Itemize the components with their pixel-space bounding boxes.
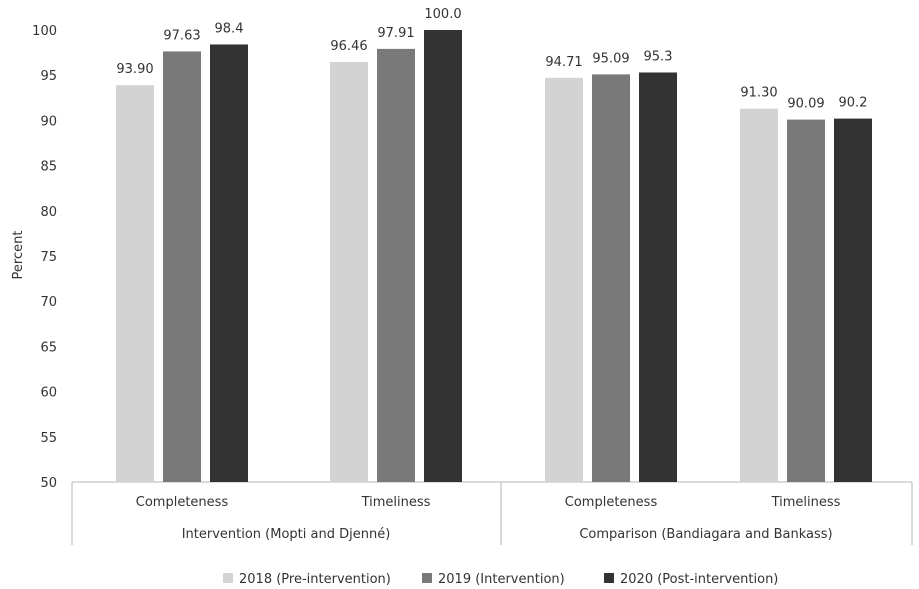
group-label: Comparison (Bandiagara and Bankass) xyxy=(579,527,832,542)
y-axis-title: Percent xyxy=(11,231,26,280)
legend-swatch xyxy=(422,573,432,583)
category-label: Completeness xyxy=(136,495,229,510)
bar xyxy=(424,30,462,482)
data-label: 95.09 xyxy=(592,51,629,66)
data-label: 94.71 xyxy=(545,55,582,70)
y-tick-label: 85 xyxy=(40,160,57,175)
data-label: 95.3 xyxy=(644,49,673,64)
data-label: 90.09 xyxy=(787,97,824,112)
legend-swatch xyxy=(223,573,233,583)
data-label: 96.46 xyxy=(330,39,367,54)
y-tick-label: 60 xyxy=(40,386,57,401)
y-tick-label: 90 xyxy=(40,114,57,129)
group-labels: Intervention (Mopti and Djenné) Compariso… xyxy=(182,527,833,542)
y-axis-ticks: 50 55 60 65 70 75 80 85 90 95 100 xyxy=(32,24,57,491)
y-tick-label: 100 xyxy=(32,24,57,39)
group-label: Intervention (Mopti and Djenné) xyxy=(182,527,391,542)
data-label: 90.2 xyxy=(839,96,868,111)
y-tick-label: 70 xyxy=(40,295,57,310)
bar xyxy=(377,48,415,482)
category-labels: Completeness Timeliness Completeness Timeli… xyxy=(136,495,841,510)
bar xyxy=(592,74,630,482)
legend-label: 2018 (Pre-intervention) xyxy=(239,572,391,587)
data-label: 98.4 xyxy=(215,21,244,36)
legend-label: 2020 (Post-intervention) xyxy=(620,572,778,587)
data-label: 100.0 xyxy=(424,7,461,22)
bar xyxy=(545,77,583,483)
category-label: Timeliness xyxy=(771,495,841,510)
bars xyxy=(116,30,872,483)
y-tick-label: 75 xyxy=(40,250,57,265)
bar xyxy=(787,119,825,483)
bar xyxy=(116,85,154,483)
bar xyxy=(330,62,368,483)
y-tick-label: 80 xyxy=(40,205,57,220)
data-labels: 93.90 96.46 94.71 91.30 97.63 97.91 95.09 90.09… xyxy=(116,7,867,112)
data-label: 97.63 xyxy=(163,28,200,43)
data-label: 91.30 xyxy=(740,86,777,101)
category-label: Completeness xyxy=(565,495,658,510)
category-label: Timeliness xyxy=(361,495,431,510)
data-label: 93.90 xyxy=(116,62,153,77)
data-label: 97.91 xyxy=(377,26,414,41)
bar xyxy=(639,72,677,482)
bar xyxy=(834,118,872,482)
legend: 2018 (Pre-intervention) 2019 (Interventio… xyxy=(223,572,778,587)
bar xyxy=(740,108,778,482)
bar xyxy=(163,51,201,482)
y-tick-label: 55 xyxy=(40,431,57,446)
y-tick-label: 65 xyxy=(40,340,57,355)
bar xyxy=(210,44,248,483)
y-tick-label: 50 xyxy=(40,476,57,491)
legend-label: 2019 (Intervention) xyxy=(438,572,565,587)
y-tick-label: 95 xyxy=(40,69,57,84)
legend-swatch xyxy=(604,573,614,583)
